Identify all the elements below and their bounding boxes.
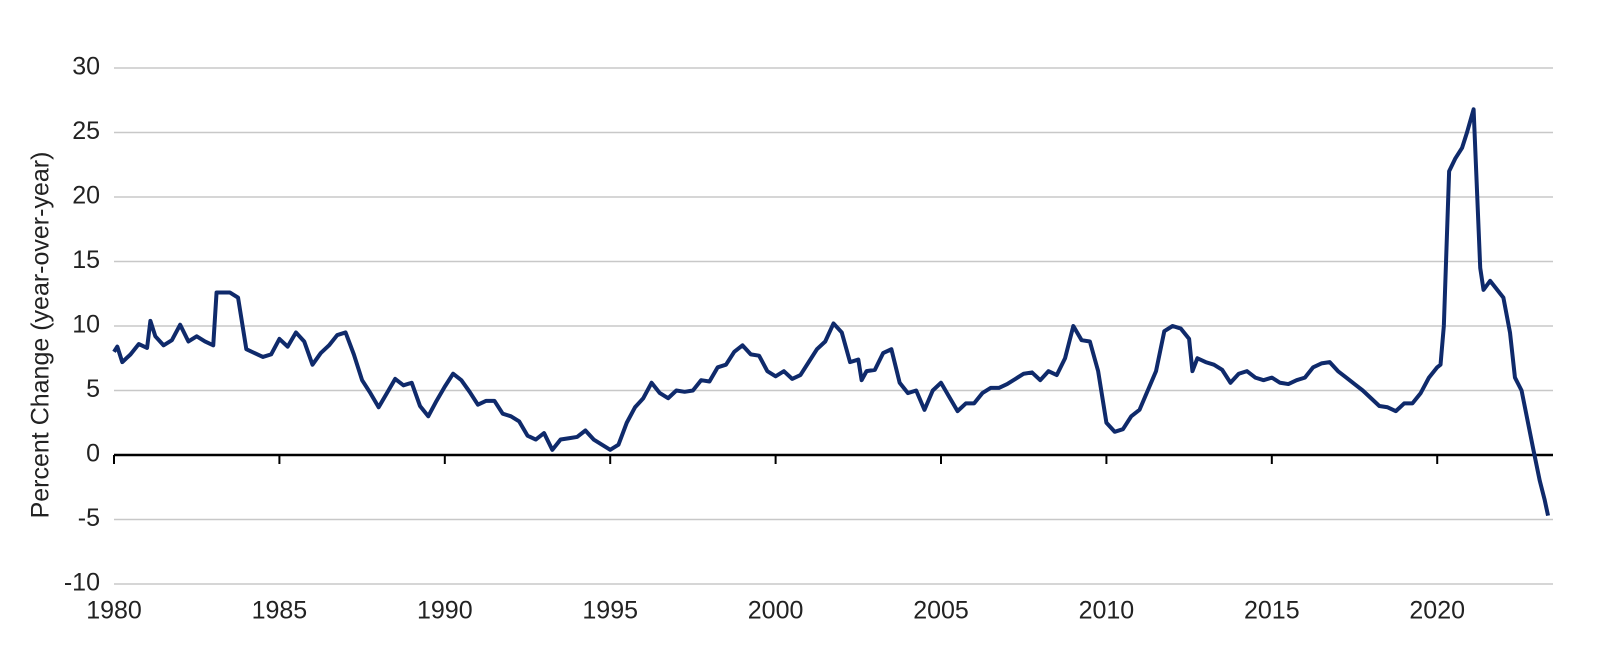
y-tick-label: 30 xyxy=(72,53,100,81)
y-tick-label: -5 xyxy=(78,504,100,532)
y-axis-label: Percent Change (year-over-year) xyxy=(27,152,55,519)
x-tick-label: 1980 xyxy=(86,597,142,625)
data-line xyxy=(112,107,1550,517)
x-tick-label: 2015 xyxy=(1244,597,1300,625)
x-tick-label: 1990 xyxy=(417,597,473,625)
y-tick-label: 25 xyxy=(72,117,100,145)
x-tick-label: 2010 xyxy=(1079,597,1135,625)
x-tick-label: 2020 xyxy=(1409,597,1465,625)
y-tick-label: 20 xyxy=(72,182,100,210)
x-tick-label: 1985 xyxy=(252,597,308,625)
x-tick-label: 2005 xyxy=(913,597,969,625)
y-tick-label: 0 xyxy=(86,440,100,468)
y-tick-label: -10 xyxy=(64,569,100,597)
y-tick-label: 5 xyxy=(86,375,100,403)
y-tick-label: 15 xyxy=(72,246,100,274)
x-tick-label: 1995 xyxy=(582,597,638,625)
x-tick-label: 2000 xyxy=(748,597,804,625)
y-tick-label: 10 xyxy=(72,311,100,339)
